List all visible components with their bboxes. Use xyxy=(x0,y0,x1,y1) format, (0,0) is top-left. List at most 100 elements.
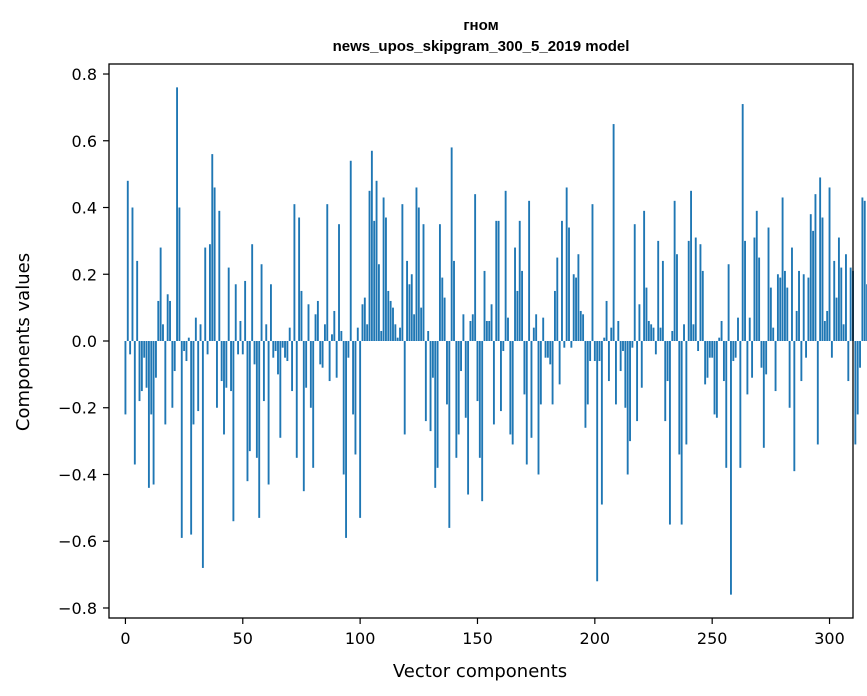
bar-45 xyxy=(230,341,232,392)
bar-209 xyxy=(615,341,617,405)
bar-192 xyxy=(575,277,577,341)
bar-222 xyxy=(645,287,648,341)
bar-147 xyxy=(469,320,472,341)
bar-235 xyxy=(676,254,678,341)
bar-283 xyxy=(788,341,791,408)
bar-247 xyxy=(704,341,707,385)
bar-238 xyxy=(683,324,685,341)
bar-273 xyxy=(765,341,768,375)
bar-278 xyxy=(776,274,779,341)
bar-167 xyxy=(516,290,519,341)
bar-34 xyxy=(204,247,207,341)
bar-267 xyxy=(751,341,754,378)
bar-178 xyxy=(542,317,545,341)
bar-60 xyxy=(265,324,268,341)
bar-256 xyxy=(725,341,728,468)
x-tick-label: 150 xyxy=(462,629,493,648)
bar-46 xyxy=(232,341,235,522)
bar-14 xyxy=(157,300,160,341)
bar-127 xyxy=(422,224,425,341)
bar-136 xyxy=(443,297,446,341)
bar-184 xyxy=(556,257,559,341)
bars-group xyxy=(124,87,867,595)
bar-182 xyxy=(551,341,554,405)
bar-166 xyxy=(514,247,516,341)
bar-197 xyxy=(586,341,589,405)
bar-259 xyxy=(732,341,735,362)
bar-28 xyxy=(190,341,193,535)
bar-1 xyxy=(126,180,129,341)
bar-73 xyxy=(295,341,298,458)
bar-161 xyxy=(502,341,505,352)
bar-51 xyxy=(244,280,247,341)
bar-130 xyxy=(429,341,432,432)
y-axis-label: Components values xyxy=(13,253,34,431)
bar-26 xyxy=(185,341,188,362)
bar-27 xyxy=(187,337,190,341)
x-tick-label: 300 xyxy=(814,629,845,648)
bar-40 xyxy=(218,210,221,341)
bar-48 xyxy=(237,341,240,355)
bar-203 xyxy=(600,341,603,505)
bar-83 xyxy=(319,341,322,365)
y-tick-label: 0.8 xyxy=(72,65,97,84)
bar-23 xyxy=(178,207,181,341)
bar-131 xyxy=(431,341,434,378)
bar-159 xyxy=(497,220,500,341)
plot-frame xyxy=(108,63,854,619)
y-tick-label: −0.6 xyxy=(58,532,97,551)
x-tick-label: 0 xyxy=(120,629,130,648)
bar-110 xyxy=(382,197,385,341)
bar-24 xyxy=(180,341,183,538)
bar-112 xyxy=(387,290,390,341)
bar-162 xyxy=(504,190,507,341)
bar-194 xyxy=(579,310,582,341)
bar-160 xyxy=(500,341,502,412)
bar-229 xyxy=(661,260,664,341)
bar-302 xyxy=(833,260,836,341)
y-axis-ticks: −0.8 −0.6 −0.4 −0.2 0.0 0.2 0.4 0.6 0.8 xyxy=(58,65,109,618)
bar-145 xyxy=(464,341,467,418)
x-tick-label: 50 xyxy=(233,629,253,648)
bar-158 xyxy=(495,220,498,341)
y-tick-label: −0.2 xyxy=(58,399,97,418)
bar-314 xyxy=(861,197,864,341)
bar-104 xyxy=(368,190,371,341)
x-tick-label: 250 xyxy=(697,629,728,648)
bar-285 xyxy=(793,341,796,472)
bar-128 xyxy=(424,341,427,422)
bar-236 xyxy=(678,341,681,455)
bar-63 xyxy=(272,341,275,358)
bar-264 xyxy=(744,240,746,341)
bar-123 xyxy=(413,314,416,341)
bar-11 xyxy=(150,341,153,415)
bar-168 xyxy=(518,220,521,341)
bar-233 xyxy=(671,330,674,341)
bar-64 xyxy=(274,341,277,352)
bar-210 xyxy=(617,320,620,341)
bar-277 xyxy=(774,341,777,392)
bar-226 xyxy=(654,341,657,355)
bar-250 xyxy=(711,341,714,358)
bar-62 xyxy=(270,284,272,341)
bar-206 xyxy=(607,341,610,382)
bar-303 xyxy=(835,297,838,341)
bar-258 xyxy=(730,341,732,595)
bar-144 xyxy=(462,314,465,341)
bar-93 xyxy=(342,341,345,475)
bar-200 xyxy=(593,341,596,362)
bar-231 xyxy=(666,341,669,382)
bar-154 xyxy=(485,320,488,341)
bar-8 xyxy=(143,341,146,358)
bar-33 xyxy=(201,341,204,568)
bar-254 xyxy=(720,320,723,341)
bar-266 xyxy=(748,317,751,341)
bar-292 xyxy=(809,214,812,341)
bar-234 xyxy=(673,200,676,341)
bar-218 xyxy=(636,341,639,422)
bar-134 xyxy=(438,224,441,341)
bar-87 xyxy=(328,341,331,382)
bar-106 xyxy=(373,220,376,341)
bar-59 xyxy=(262,341,265,402)
